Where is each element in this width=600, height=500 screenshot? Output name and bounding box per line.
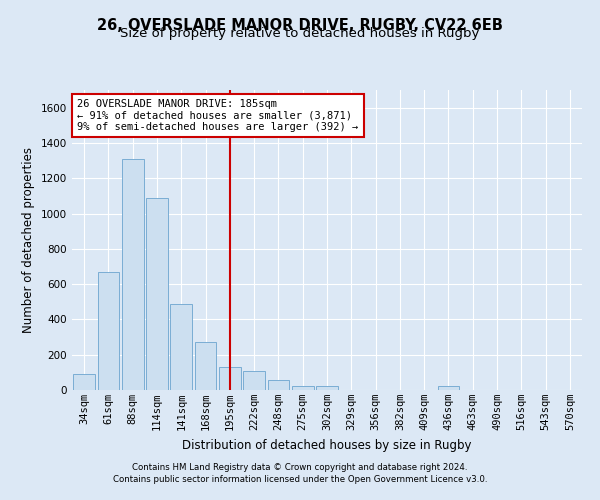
- X-axis label: Distribution of detached houses by size in Rugby: Distribution of detached houses by size …: [182, 438, 472, 452]
- Text: Size of property relative to detached houses in Rugby: Size of property relative to detached ho…: [121, 28, 479, 40]
- Bar: [268, 380, 289, 390]
- Text: Contains HM Land Registry data © Crown copyright and database right 2024.: Contains HM Land Registry data © Crown c…: [132, 464, 468, 472]
- Bar: [292, 386, 314, 390]
- Bar: [122, 159, 143, 390]
- Bar: [219, 367, 241, 390]
- Bar: [437, 386, 460, 390]
- Bar: [243, 370, 265, 390]
- Bar: [146, 198, 168, 390]
- Text: Contains public sector information licensed under the Open Government Licence v3: Contains public sector information licen…: [113, 475, 487, 484]
- Bar: [194, 342, 217, 390]
- Text: 26, OVERSLADE MANOR DRIVE, RUGBY, CV22 6EB: 26, OVERSLADE MANOR DRIVE, RUGBY, CV22 6…: [97, 18, 503, 32]
- Bar: [73, 374, 95, 390]
- Bar: [97, 272, 119, 390]
- Text: 26 OVERSLADE MANOR DRIVE: 185sqm
← 91% of detached houses are smaller (3,871)
9%: 26 OVERSLADE MANOR DRIVE: 185sqm ← 91% o…: [77, 99, 358, 132]
- Bar: [316, 386, 338, 390]
- Bar: [170, 304, 192, 390]
- Y-axis label: Number of detached properties: Number of detached properties: [22, 147, 35, 333]
